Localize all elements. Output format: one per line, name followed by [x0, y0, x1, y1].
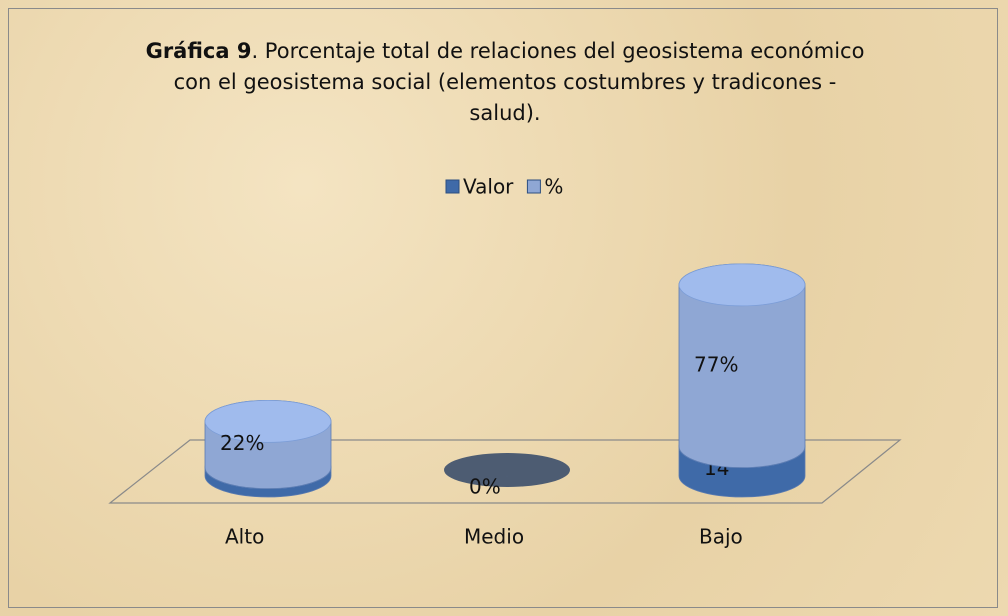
- cylinder-top: [204, 399, 332, 443]
- legend-label: Valor: [463, 175, 514, 199]
- zero-shadow: [444, 453, 570, 487]
- chart-title: Gráfica 9. Porcentaje total de relacione…: [140, 36, 870, 129]
- legend-swatch: [526, 179, 541, 194]
- floor: [108, 439, 902, 504]
- x-tick-label: Medio: [464, 525, 524, 549]
- title-text: . Porcentaje total de relaciones del geo…: [173, 39, 865, 125]
- data-label: 22%: [220, 431, 264, 455]
- cylinder-top: [678, 263, 806, 307]
- legend-label: %: [544, 175, 563, 199]
- x-tick-label: Alto: [225, 525, 264, 549]
- chart-frame: [8, 8, 998, 608]
- legend-swatch: [445, 179, 460, 194]
- data-label: 0%: [469, 475, 501, 499]
- cylinder-segment: [678, 263, 806, 468]
- cylinder-segment: [204, 399, 332, 489]
- data-label: 77%: [694, 352, 738, 376]
- title-lead: Gráfica 9: [145, 39, 252, 63]
- x-tick-label: Bajo: [699, 525, 743, 549]
